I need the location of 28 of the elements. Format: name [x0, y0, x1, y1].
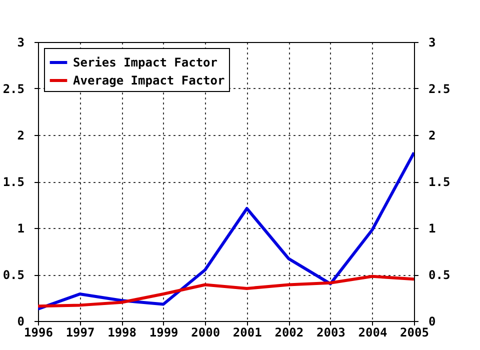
y2-tick-label: 0.5: [428, 268, 450, 282]
x-tick-label: 1998: [108, 326, 137, 340]
line-series: [38, 151, 414, 310]
line-series: [38, 274, 414, 308]
x-tick-label: 1996: [24, 326, 53, 340]
y-tick-label: 0.5: [2, 268, 24, 282]
x-tick-label: 1999: [149, 326, 178, 340]
y-tick-label: 0: [17, 314, 24, 328]
x-tick-label: 2001: [232, 326, 262, 340]
y-tick-label: 2.5: [2, 82, 24, 96]
y-tick-label: 1.5: [2, 175, 24, 189]
x-tick-label: 2003: [316, 326, 346, 340]
x-tick-label: 2000: [191, 326, 220, 340]
y2-tick-label: 1: [428, 222, 436, 236]
y2-tick-label: 0: [428, 314, 436, 328]
y2-tick-label: 2.5: [428, 82, 450, 96]
y-tick-label: 2: [17, 128, 24, 142]
legend-label: Average Impact Factor: [73, 74, 225, 88]
x-tick-label: 2004: [358, 326, 388, 340]
y2-tick-label: 2: [428, 128, 436, 142]
x-tick-label: 2005: [400, 326, 429, 340]
y2-tick-label: 1.5: [428, 175, 450, 189]
x-tick-label: 1997: [66, 326, 95, 340]
y-tick-label: 3: [17, 36, 24, 50]
y-tick-label: 1: [17, 222, 24, 236]
y2-tick-label: 3: [428, 36, 436, 50]
legend-label: Series Impact Factor: [73, 56, 218, 70]
x-tick-label: 2002: [274, 326, 304, 340]
